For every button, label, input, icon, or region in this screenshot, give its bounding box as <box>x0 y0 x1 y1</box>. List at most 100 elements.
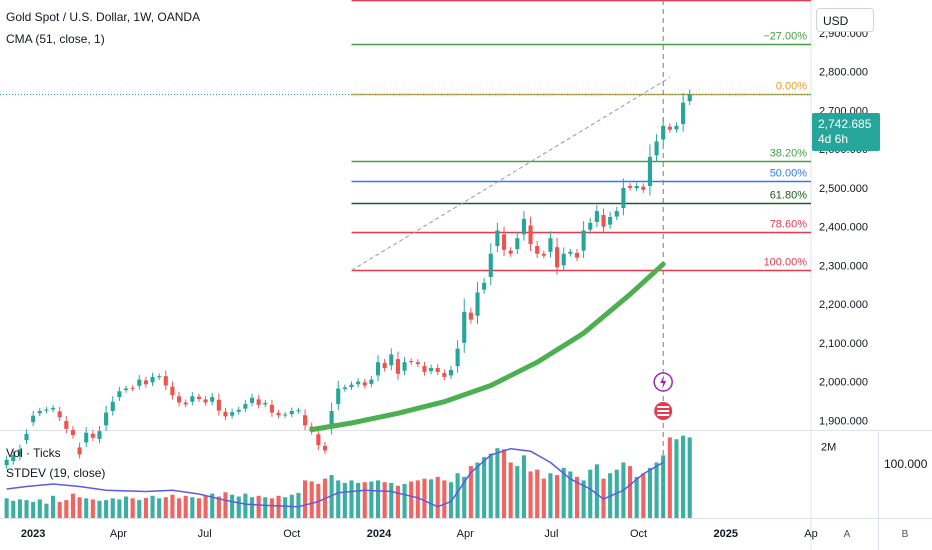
volume-bar <box>627 466 633 518</box>
candle-body <box>37 411 42 414</box>
candle-body <box>31 415 36 423</box>
bar-countdown: 4d 6h <box>818 132 849 146</box>
volume-bar <box>661 455 666 518</box>
volume-bar <box>216 496 221 518</box>
candle-body <box>641 186 646 190</box>
candle <box>150 372 155 387</box>
candle <box>177 391 182 407</box>
candle <box>51 405 56 413</box>
volume-bar <box>581 480 586 518</box>
candle-body <box>581 230 586 251</box>
volume-bar <box>415 480 420 518</box>
candle-body <box>356 381 361 385</box>
candle-body <box>97 431 102 439</box>
candle <box>216 393 221 416</box>
lightning-glyph <box>660 375 667 389</box>
volume-indicator-label[interactable]: Vol · Ticks <box>6 446 61 460</box>
fib-level-label: 61.80% <box>770 190 808 202</box>
candle <box>322 441 328 455</box>
candle-body <box>203 399 208 403</box>
currency-button[interactable]: USD <box>816 8 874 32</box>
candle <box>283 411 288 418</box>
stdev-indicator-label[interactable]: STDEV (19, close) <box>6 466 106 480</box>
volume-bar <box>243 493 248 518</box>
time-tick-label: Jul <box>544 528 558 540</box>
volume-bar <box>482 457 487 518</box>
candle-body <box>362 382 367 386</box>
candle-body <box>515 238 520 250</box>
candle <box>462 298 467 353</box>
candle-body <box>521 218 526 235</box>
candle <box>495 222 500 253</box>
candle <box>667 123 672 133</box>
volume-bar <box>309 481 314 518</box>
candle <box>183 399 188 408</box>
candle <box>230 408 235 419</box>
candle-body <box>263 402 268 405</box>
candle-body <box>614 211 619 217</box>
candle <box>117 386 122 401</box>
candle-body <box>647 156 652 186</box>
candle <box>137 375 142 390</box>
candle-body <box>415 362 420 365</box>
candle-body <box>44 409 49 411</box>
candle-body <box>395 359 400 374</box>
candle <box>621 178 626 216</box>
volume-bar <box>402 483 407 518</box>
candle-body <box>634 185 639 189</box>
candle <box>627 182 633 191</box>
volume-bar <box>296 492 301 518</box>
price-tick-label: 2,300.000 <box>819 260 868 272</box>
candle-body <box>561 253 566 266</box>
candle <box>316 428 321 451</box>
cma-indicator-label[interactable]: CMA (51, close, 1) <box>6 32 105 46</box>
fib-level-label: 78.60% <box>770 219 808 231</box>
price-tick-label: 2,400.000 <box>819 222 868 234</box>
auto-scale-button[interactable]: A <box>843 529 851 540</box>
volume-bar <box>475 462 480 518</box>
candle <box>634 182 639 192</box>
volume-bar <box>137 500 142 518</box>
candle-body <box>243 404 248 409</box>
candle-body <box>104 412 109 426</box>
candle <box>568 248 573 257</box>
log-scale-button[interactable]: B <box>901 529 909 540</box>
candle <box>501 226 507 257</box>
candle-body <box>661 125 666 140</box>
candle <box>11 450 16 465</box>
cma-line <box>309 261 666 433</box>
volume-bar <box>521 455 526 518</box>
candle <box>157 373 162 380</box>
candle <box>31 411 36 427</box>
candle-body <box>117 391 122 398</box>
candle <box>687 89 692 106</box>
volume-bar <box>64 500 69 518</box>
volume-bar <box>130 498 135 518</box>
fib-level-label: −27.00% <box>763 31 807 43</box>
volume-bar <box>442 480 447 518</box>
candle-body <box>24 433 29 441</box>
candle <box>422 361 427 376</box>
candle <box>482 278 487 294</box>
candle-body <box>249 397 255 403</box>
volume-bar <box>594 464 599 518</box>
candle-body <box>51 407 56 410</box>
candle <box>681 92 686 132</box>
volume-bar <box>435 476 440 518</box>
candle <box>44 406 49 414</box>
candle <box>488 243 493 286</box>
fib-level-label: 0.00% <box>776 81 807 93</box>
candle-body <box>482 282 487 290</box>
volume-bar <box>548 473 553 518</box>
volume-bar <box>31 501 36 518</box>
candle <box>17 444 22 461</box>
candle-body <box>77 447 82 455</box>
volume-bar <box>336 480 341 518</box>
volume-bar <box>674 439 679 518</box>
candle-body <box>349 384 354 387</box>
volume-bar <box>409 481 414 518</box>
candle-body <box>674 125 679 130</box>
price-tick-label: 2,100.000 <box>819 338 868 350</box>
candle <box>409 358 414 365</box>
